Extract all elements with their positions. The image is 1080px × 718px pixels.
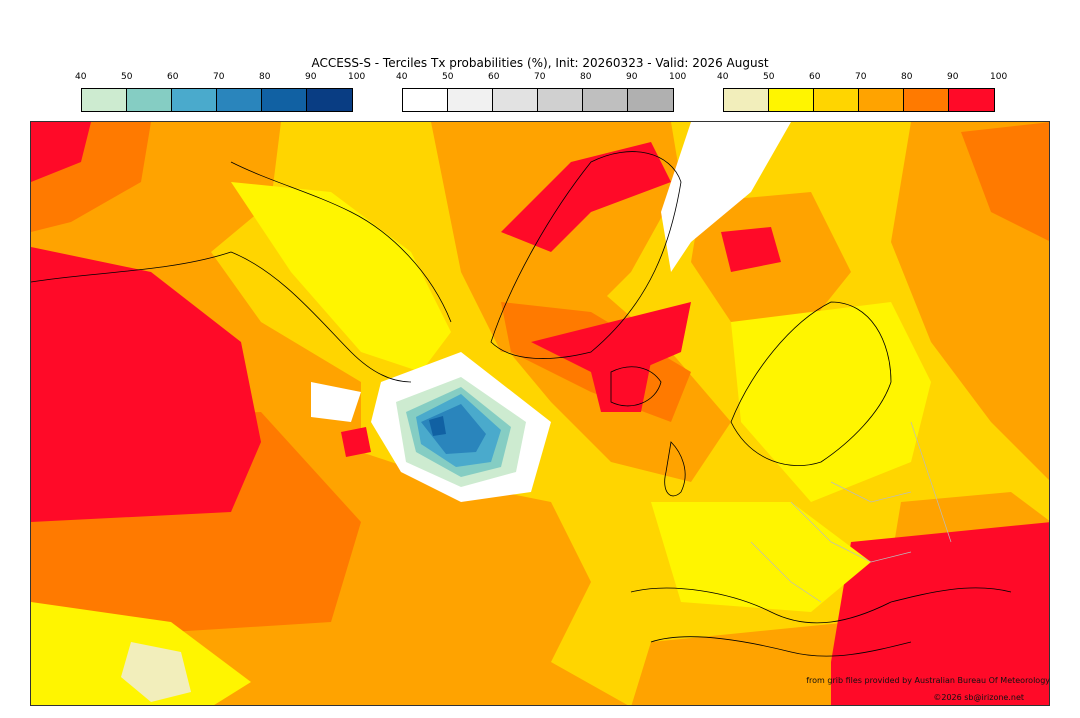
tick-label: 50 bbox=[121, 72, 133, 82]
field-near-normal-denmark-strait bbox=[661, 122, 791, 272]
scandinavia-coast bbox=[730, 301, 892, 466]
field-yellow-scandinavia bbox=[731, 302, 931, 502]
field-darkorange-ne bbox=[961, 122, 1049, 241]
tick-label: 100 bbox=[348, 72, 366, 82]
field-red-corner bbox=[31, 122, 91, 182]
greenland-coast bbox=[490, 151, 682, 359]
colorbar-swatch bbox=[262, 89, 307, 111]
field-red-southeast bbox=[831, 522, 1049, 705]
colorbar-swatch bbox=[448, 89, 493, 111]
tick-label: 100 bbox=[669, 72, 687, 82]
tick-label: 100 bbox=[990, 72, 1008, 82]
chart-title: ACCESS-S - Terciles Tx probabilities (%)… bbox=[311, 56, 769, 70]
colorbar-near-normal: 40 50 60 70 80 90 100 bbox=[396, 72, 686, 112]
field-near-normal-labrador bbox=[311, 382, 361, 422]
border-line bbox=[790, 501, 912, 563]
iceland-coast bbox=[610, 366, 662, 407]
field-red-spot bbox=[341, 427, 371, 457]
map-canvas bbox=[31, 122, 1049, 705]
colorbar-swatch bbox=[493, 89, 538, 111]
tick-label: 40 bbox=[75, 72, 87, 82]
copyright-notice: ©2026 sb@irizone.net bbox=[933, 693, 1024, 702]
colorbar-swatch bbox=[949, 89, 994, 111]
mediterranean-coast bbox=[650, 636, 912, 657]
britain-coast bbox=[664, 441, 686, 497]
field-red-greenland bbox=[501, 142, 671, 252]
colorbar-swatch bbox=[724, 89, 769, 111]
colorbar-swatch bbox=[538, 89, 583, 111]
field-red-iceland bbox=[591, 362, 651, 412]
tick-label: 60 bbox=[167, 72, 179, 82]
colorbar-swatch bbox=[904, 89, 949, 111]
tick-label: 50 bbox=[442, 72, 454, 82]
tick-label: 90 bbox=[626, 72, 638, 82]
field-yellow-europe bbox=[651, 502, 871, 612]
colorbar-swatch bbox=[172, 89, 217, 111]
tick-label: 40 bbox=[717, 72, 729, 82]
tick-label: 70 bbox=[534, 72, 546, 82]
colorbar-swatch bbox=[307, 89, 352, 111]
tick-label: 50 bbox=[763, 72, 775, 82]
tick-label: 90 bbox=[947, 72, 959, 82]
tick-label: 80 bbox=[901, 72, 913, 82]
europe-south-coast bbox=[630, 587, 1012, 624]
colorbar-swatch bbox=[769, 89, 814, 111]
canada-coast bbox=[31, 251, 412, 383]
political-borders bbox=[750, 421, 952, 603]
field-red-atlantic bbox=[31, 247, 261, 522]
colorbar-below-normal: 40 50 60 70 80 90 100 bbox=[75, 72, 365, 112]
field-blue-70 bbox=[421, 404, 486, 454]
tick-label: 80 bbox=[259, 72, 271, 82]
colorbar-swatch bbox=[814, 89, 859, 111]
data-credit: from grib files provided by Australian B… bbox=[806, 676, 1050, 685]
tick-label: 60 bbox=[488, 72, 500, 82]
tick-label: 60 bbox=[809, 72, 821, 82]
colorbar-swatch bbox=[82, 89, 127, 111]
tick-label: 70 bbox=[213, 72, 225, 82]
hudson-coast bbox=[230, 161, 452, 323]
colorbar-swatches bbox=[723, 88, 995, 112]
tick-label: 90 bbox=[305, 72, 317, 82]
border-line bbox=[910, 421, 952, 543]
colorbar-above-normal: 40 50 60 70 80 90 100 bbox=[717, 72, 1007, 112]
tick-label: 40 bbox=[396, 72, 408, 82]
border-line bbox=[830, 481, 912, 503]
probability-map bbox=[30, 121, 1050, 706]
colorbar-swatch bbox=[628, 89, 673, 111]
colorbar-swatch bbox=[583, 89, 628, 111]
field-blue-80 bbox=[429, 416, 446, 436]
border-line bbox=[750, 541, 822, 603]
colorbar-swatch bbox=[217, 89, 262, 111]
tick-label: 80 bbox=[580, 72, 592, 82]
colorbar-swatches bbox=[402, 88, 674, 112]
field-red-norway-sea bbox=[721, 227, 781, 272]
colorbar-swatches bbox=[81, 88, 353, 112]
coastlines bbox=[31, 151, 1012, 657]
colorbar-swatch bbox=[403, 89, 448, 111]
tick-label: 70 bbox=[855, 72, 867, 82]
field-yellow-canada bbox=[231, 182, 451, 372]
field-pale-southwest bbox=[121, 642, 191, 702]
colorbar-swatch bbox=[859, 89, 904, 111]
colorbar-swatch bbox=[127, 89, 172, 111]
